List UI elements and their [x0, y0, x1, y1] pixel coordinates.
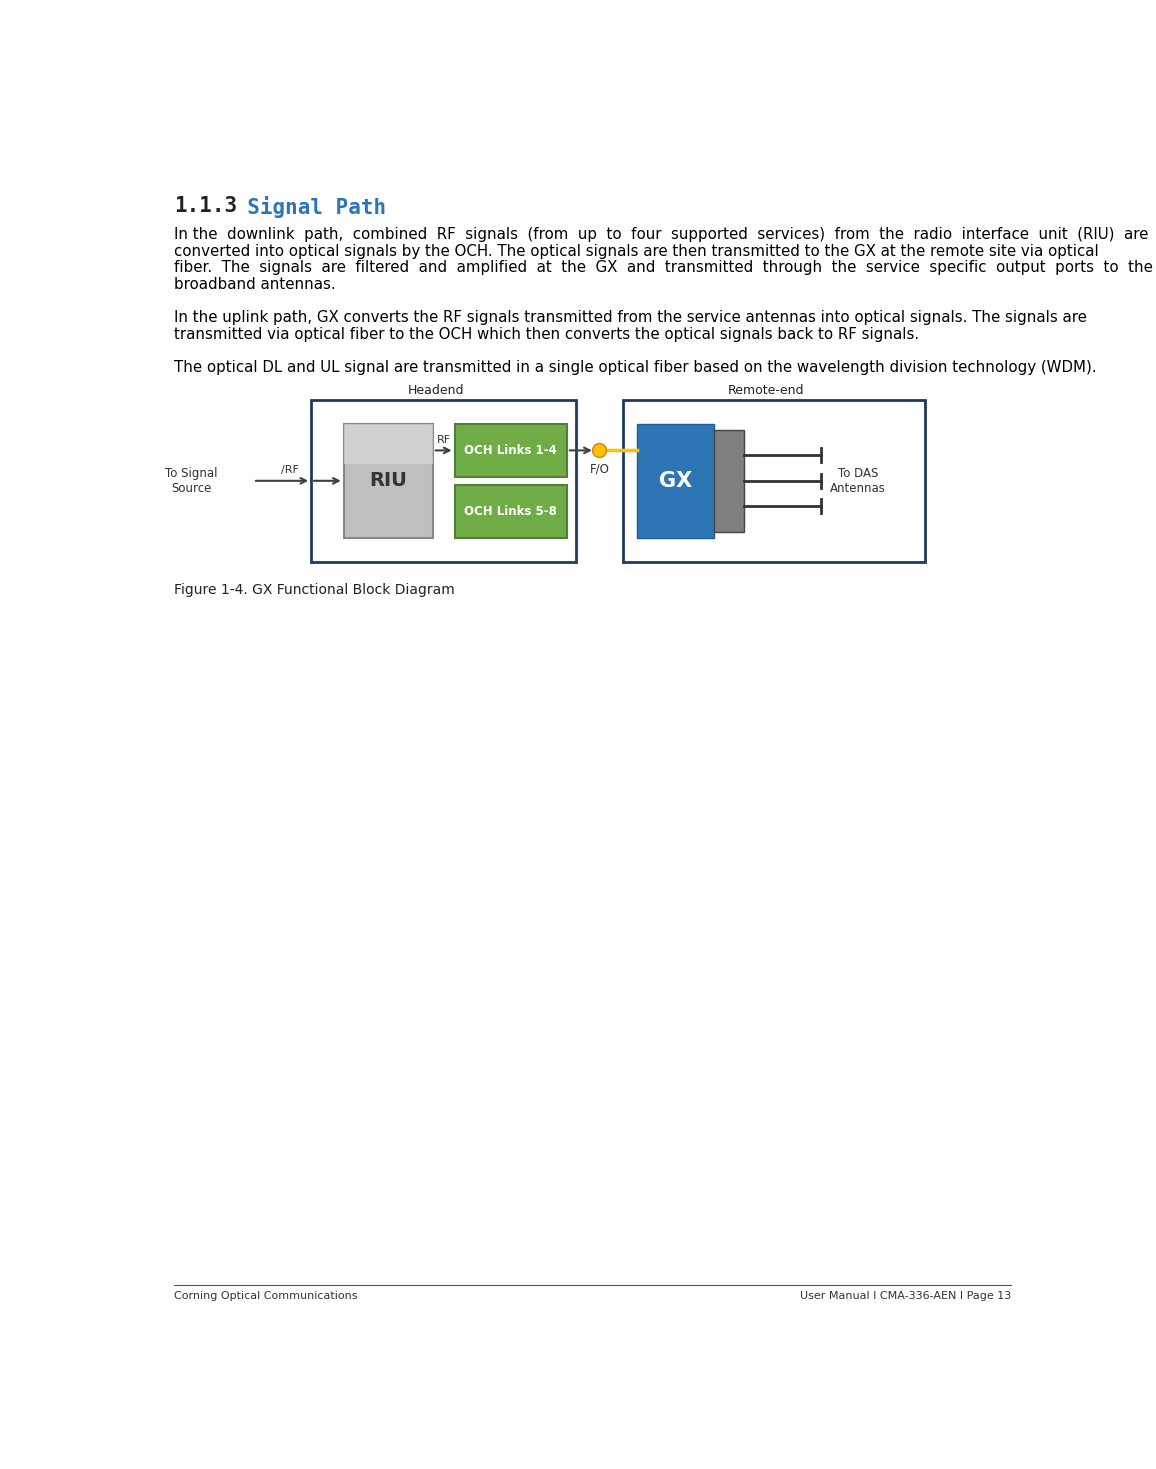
Text: F/O: F/O — [590, 463, 609, 476]
Text: In the  downlink  path,  combined  RF  signals  (from  up  to  four  supported  : In the downlink path, combined RF signal… — [173, 228, 1148, 242]
Text: To DAS
Antennas: To DAS Antennas — [830, 467, 887, 495]
Bar — [623, 400, 925, 561]
Text: 1.1.3: 1.1.3 — [173, 197, 237, 216]
Text: To Signal
Source: To Signal Source — [165, 467, 217, 495]
Text: Figure 1-4. GX Functional Block Diagram: Figure 1-4. GX Functional Block Diagram — [173, 583, 454, 598]
Text: /RF: /RF — [281, 464, 298, 474]
Bar — [343, 425, 432, 538]
Text: Headend: Headend — [408, 383, 465, 397]
Text: RIU: RIU — [369, 472, 407, 491]
Text: The optical DL and UL signal are transmitted in a single optical fiber based on : The optical DL and UL signal are transmi… — [173, 360, 1097, 375]
Bar — [454, 425, 566, 477]
Text: OCH Links 1-4: OCH Links 1-4 — [465, 444, 557, 457]
Text: fiber.  The  signals  are  filtered  and  amplified  at  the  GX  and  transmitt: fiber. The signals are filtered and ampl… — [173, 260, 1153, 275]
Text: transmitted via optical fiber to the OCH which then converts the optical signals: transmitted via optical fiber to the OCH… — [173, 326, 919, 342]
Text: GX: GX — [659, 472, 692, 491]
Bar — [311, 400, 576, 561]
Text: Signal Path: Signal Path — [222, 197, 386, 219]
Text: In the uplink path, GX converts the RF signals transmitted from the service ante: In the uplink path, GX converts the RF s… — [173, 310, 1087, 325]
Bar — [714, 430, 743, 532]
Bar — [637, 425, 714, 538]
Text: converted into optical signals by the OCH. The optical signals are then transmit: converted into optical signals by the OC… — [173, 244, 1098, 259]
Text: Corning Optical Communications: Corning Optical Communications — [173, 1291, 357, 1302]
Text: broadband antennas.: broadband antennas. — [173, 276, 335, 292]
Text: User Manual I CMA-336-AEN I Page 13: User Manual I CMA-336-AEN I Page 13 — [800, 1291, 1012, 1302]
Bar — [343, 425, 432, 464]
Text: RF: RF — [437, 435, 451, 445]
Text: Remote-end: Remote-end — [728, 383, 805, 397]
Text: OCH Links 5-8: OCH Links 5-8 — [465, 505, 557, 517]
Bar — [454, 485, 566, 538]
